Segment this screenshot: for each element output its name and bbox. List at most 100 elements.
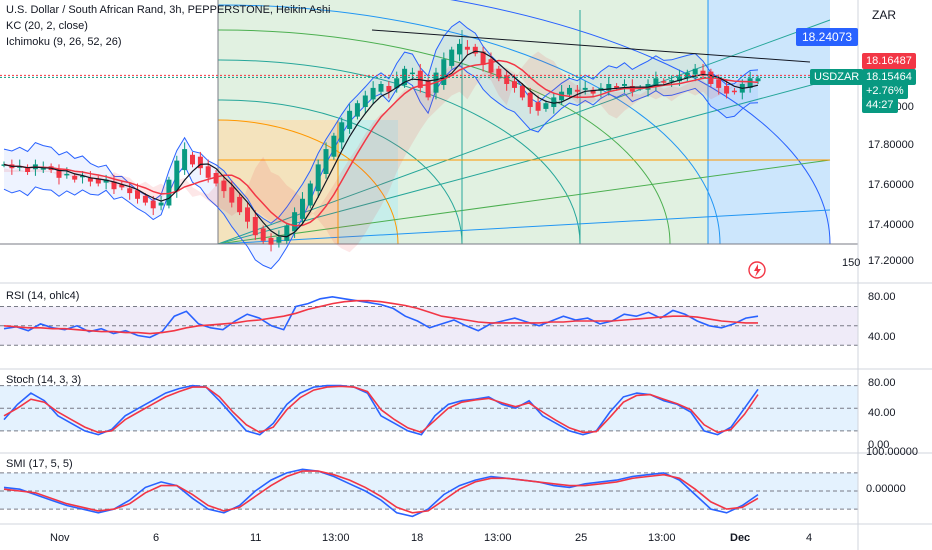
fib-arc-3 [217, 59, 581, 245]
rsi-pane [0, 295, 858, 346]
candle-body [386, 86, 392, 92]
time-tick: Nov [50, 532, 70, 544]
candle-body [362, 95, 368, 107]
candle-body [606, 84, 612, 91]
ichimoku-label[interactable]: Ichimoku (9, 26, 52, 26) [6, 36, 122, 48]
candle-body [25, 167, 31, 172]
candle-body [441, 59, 447, 85]
price-tick: 17.80000 [868, 139, 914, 151]
candle-body [292, 212, 298, 232]
candle-body [127, 188, 133, 194]
candle-body [245, 207, 250, 222]
candle-body [700, 70, 706, 75]
candle-body [103, 179, 109, 183]
fib-fan-1 [217, 19, 831, 245]
candle-body [661, 81, 667, 83]
stoch-signal-line [3, 385, 759, 434]
stoch-label[interactable]: Stoch (14, 3, 3) [6, 374, 82, 386]
candle-body [669, 80, 675, 82]
candle-body [480, 51, 486, 65]
price-tick: 17.20000 [868, 255, 914, 267]
candle-body [716, 79, 722, 88]
candle-body [409, 72, 415, 75]
candle-body [190, 154, 195, 165]
fib-arc-5 [217, 4, 721, 245]
candle-body [449, 49, 455, 66]
countdown-tag: 44:27 [862, 97, 898, 113]
candle-body [614, 86, 620, 88]
candle-body [135, 190, 140, 199]
candle-body [221, 180, 227, 192]
candle-body [300, 198, 305, 219]
time-axis[interactable]: Nov 6 11 13:00 18 13:00 25 13:00 Dec 4 [50, 532, 812, 544]
current-price-tag: 18.15464 [862, 69, 916, 85]
high-price-tag: 18.16487 [862, 53, 916, 69]
fib-arc-4 [217, 29, 671, 245]
candle-body [56, 169, 62, 178]
candle-body [512, 81, 517, 88]
candle-body [205, 166, 211, 178]
candle-body [370, 87, 376, 100]
candle-body [684, 72, 690, 79]
rsi-signal-line [3, 299, 758, 335]
fib-fan-4 [217, 209, 831, 245]
currency-label[interactable]: ZAR [872, 8, 896, 22]
stoch-line [3, 384, 759, 436]
candle-body [182, 149, 188, 171]
candle-body [284, 225, 290, 241]
price-tick: 17.40000 [868, 219, 914, 231]
fib-zones [0, 0, 858, 245]
candle-body [425, 80, 431, 98]
target-price-tag: 18.24073 [796, 28, 859, 46]
candle-body [339, 122, 345, 143]
rsi-label[interactable]: RSI (14, ohlc4) [6, 290, 80, 302]
candle-body [574, 89, 580, 92]
candle-body [111, 181, 117, 190]
kijun-line [3, 59, 759, 227]
candle-body [174, 160, 180, 192]
rsi-tick: 80.00 [868, 291, 896, 303]
time-tick: Dec [730, 532, 750, 544]
candle-body [582, 87, 588, 90]
candle-body [747, 78, 753, 88]
price-axis[interactable]: 18.00000 17.80000 17.60000 17.40000 17.2… [866, 101, 918, 495]
trendline [371, 29, 811, 63]
candle-body [213, 173, 219, 184]
candle-body [543, 103, 549, 109]
candle-body [331, 135, 337, 157]
smi-line [3, 468, 759, 518]
lightning-icon[interactable] [748, 261, 766, 279]
time-tick: 11 [250, 532, 261, 544]
candle-body [307, 183, 313, 206]
candle-body [567, 87, 572, 95]
stoch-pane [0, 384, 858, 436]
tenkan-line [3, 50, 759, 238]
smi-tick: 100.00000 [866, 446, 918, 458]
keltner-fill [4, 21, 758, 269]
candle-body [315, 164, 321, 192]
candle-body [653, 78, 659, 86]
candle-body [72, 175, 78, 180]
symbol-tag: USDZAR [810, 69, 864, 85]
stoch-tick: 40.00 [868, 407, 896, 419]
ichimoku-cloud [4, 51, 758, 253]
candle-body [142, 195, 148, 203]
candle-body [40, 168, 46, 170]
kc-label[interactable]: KC (20, 2, close) [6, 20, 88, 32]
time-tick: 13:00 [322, 532, 350, 544]
candle-body [527, 92, 533, 107]
fib-arc-1 [217, 119, 399, 245]
candle-body [119, 184, 125, 188]
chart-title: U.S. Dollar / South African Rand, 3h, PE… [6, 4, 331, 16]
candle-body [268, 238, 274, 245]
time-tick: 18 [411, 532, 423, 544]
candle-body [197, 156, 203, 169]
candle-body [260, 228, 266, 241]
price-pane [0, 20, 858, 270]
candle-body [347, 110, 353, 129]
candle-body [158, 202, 164, 206]
candle-body [677, 76, 682, 82]
scale-150: 150 [842, 257, 860, 269]
smi-label[interactable]: SMI (17, 5, 5) [6, 458, 73, 470]
